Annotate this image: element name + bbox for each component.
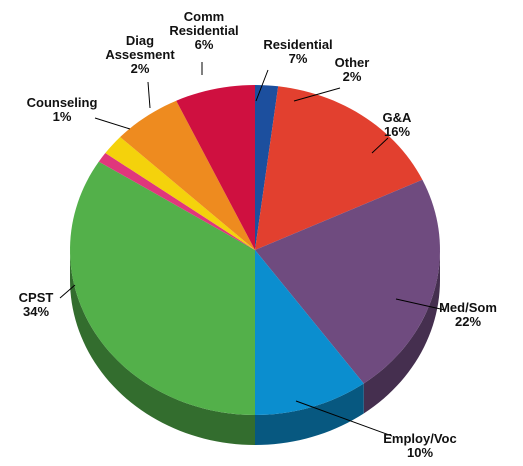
slice-label: Other 2% (313, 56, 391, 84)
label-name: Med/Som (439, 300, 497, 315)
leader-line (59, 284, 76, 299)
label-value: 34% (22, 304, 50, 319)
slice-label: Comm Residential 6% (165, 10, 243, 52)
label-value: 16% (383, 124, 411, 139)
leader-line (293, 87, 341, 102)
label-name: Residential (263, 37, 333, 52)
slice-label: Residential 7% (259, 38, 337, 66)
slice (70, 161, 255, 415)
leader-line (371, 137, 389, 154)
label-value: 1% (52, 109, 72, 124)
label-value: 2% (342, 69, 362, 84)
slice (255, 250, 364, 415)
label-value: 22% (454, 314, 482, 329)
leader-line (94, 117, 131, 130)
label-value: 10% (406, 445, 434, 460)
label-name: Employ/Voc (383, 431, 457, 446)
slice (255, 179, 440, 384)
slice-side (363, 250, 440, 414)
leader-line (395, 298, 446, 311)
slice (255, 86, 423, 250)
slice-label: Med/Som 22% (429, 301, 507, 329)
label-value: 6% (194, 37, 214, 52)
slice-label: Employ/Voc 10% (381, 432, 459, 460)
slice (120, 100, 255, 250)
slice-label: CPST 34% (0, 291, 75, 319)
label-name: Comm Residential (169, 9, 239, 38)
label-name: CPST (18, 290, 54, 305)
label-name: Counseling (26, 95, 98, 110)
leader-line (295, 400, 393, 437)
slice-label: Diag Assesment 2% (101, 34, 179, 76)
slice (105, 137, 256, 250)
slice-side (70, 250, 255, 445)
label-value: 2% (130, 61, 150, 76)
slice-label: Counseling 1% (23, 96, 101, 124)
slice-label: G&A 16% (358, 111, 436, 139)
label-name: G&A (382, 110, 412, 125)
leader-line (255, 69, 269, 102)
slice (176, 85, 255, 250)
label-name: Other (334, 55, 370, 70)
leader-line (147, 81, 151, 109)
label-value: 7% (288, 51, 308, 66)
label-name: Diag Assesment (105, 33, 175, 62)
slice-side (255, 383, 364, 445)
slice (98, 153, 255, 250)
slice (255, 85, 279, 250)
